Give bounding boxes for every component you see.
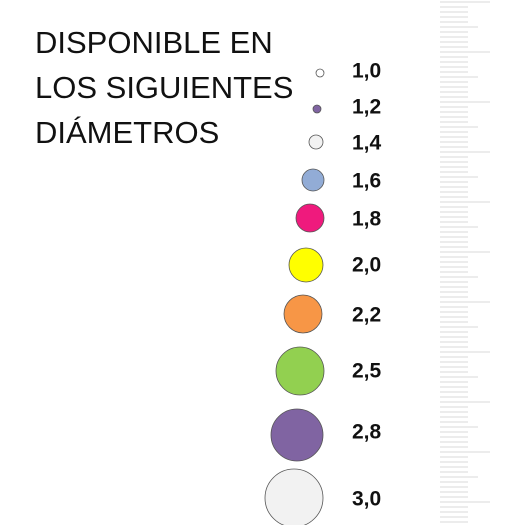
diameter-label: 2,2 [352, 304, 381, 327]
diameter-swatch [264, 468, 324, 525]
diameter-label: 1,8 [352, 208, 382, 231]
ruler [440, 1, 490, 523]
diameter-swatch [308, 134, 324, 150]
diameter-label: 3,0 [352, 488, 381, 511]
diameter-label: 2,8 [352, 421, 382, 444]
diameter-swatch [301, 168, 325, 192]
diameter-label: 1,6 [352, 170, 381, 193]
title-line: LOS SIGUIENTES [35, 70, 293, 105]
diameter-list: 1,0 1,2 1,4 1,6 1,8 2,0 2,2 2,5 2,8 3,0 [264, 60, 382, 525]
diameter-swatch [270, 408, 324, 462]
diameter-swatch [295, 203, 325, 233]
diameter-label: 1,2 [352, 96, 381, 119]
title-line: DISPONIBLE EN [35, 25, 273, 60]
diameter-label: 2,0 [352, 254, 381, 277]
diameter-label: 1,0 [352, 60, 381, 83]
diameter-label: 2,5 [352, 360, 382, 383]
diameter-swatch [283, 294, 323, 334]
diameter-swatch [312, 104, 322, 114]
diameter-swatch [288, 247, 324, 283]
diameter-swatch [275, 346, 325, 396]
diameter-label: 1,4 [352, 132, 382, 155]
title-line: DIÁMETROS [35, 115, 219, 150]
diameter-swatch [315, 68, 325, 78]
